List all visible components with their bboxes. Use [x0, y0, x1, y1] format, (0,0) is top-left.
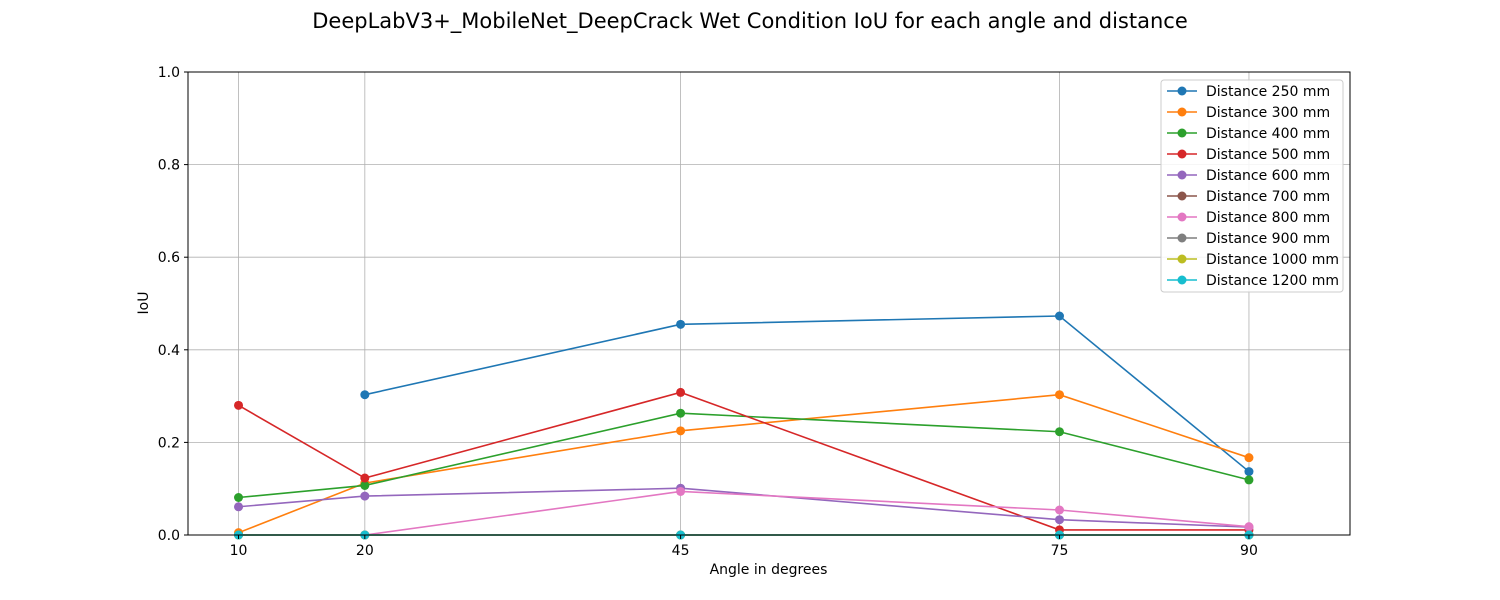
- legend-entry: Distance 250 mm: [1167, 84, 1330, 100]
- legend-label: Distance 700 mm: [1206, 189, 1330, 205]
- data-point: [234, 502, 244, 512]
- data-point: [1244, 522, 1254, 532]
- y-tick-label: 0.6: [158, 250, 180, 266]
- series-line: [238, 412, 1250, 499]
- legend-label: Distance 600 mm: [1206, 168, 1330, 184]
- data-point: [676, 486, 686, 496]
- data-point: [676, 387, 686, 397]
- legend-label: Distance 300 mm: [1206, 105, 1330, 121]
- chart-title: DeepLabV3+_MobileNet_DeepCrack Wet Condi…: [312, 9, 1188, 34]
- y-tick-label: 0.0: [158, 528, 180, 544]
- data-point: [1244, 453, 1254, 463]
- legend-swatch-marker: [1177, 191, 1187, 201]
- data-point: [360, 473, 370, 483]
- x-axis-label: Angle in degrees: [710, 562, 828, 578]
- legend-swatch-marker: [1177, 170, 1187, 180]
- y-tick-label: 0.8: [158, 158, 180, 174]
- legend-entry: Distance 1000 mm: [1167, 252, 1339, 268]
- legend-label: Distance 250 mm: [1206, 84, 1330, 100]
- x-tick-label: 20: [356, 543, 374, 559]
- y-tick-label: 0.2: [158, 435, 180, 451]
- legend-label: Distance 400 mm: [1206, 126, 1330, 142]
- series-line: [238, 391, 1249, 531]
- legend-entry: Distance 500 mm: [1167, 147, 1330, 163]
- x-tick-label: 75: [1051, 543, 1069, 559]
- axes: 10 20 45 75 90 0.0 0.2 0.4 0.6 0.8 1.0: [158, 65, 1258, 559]
- data-point: [360, 491, 370, 501]
- data-point: [360, 390, 370, 400]
- series-line: [364, 490, 1250, 536]
- legend-entry: Distance 900 mm: [1167, 231, 1330, 247]
- x-tick-label: 10: [230, 543, 248, 559]
- legend: Distance 250 mm Distance 300 mm Distance 4…: [1160, 79, 1344, 293]
- legend-label: Distance 1000 mm: [1206, 252, 1339, 268]
- data-point: [1244, 467, 1254, 477]
- legend-label: Distance 500 mm: [1206, 147, 1330, 163]
- data-point: [234, 492, 244, 502]
- legend-entry: Distance 600 mm: [1167, 168, 1330, 184]
- legend-swatch-marker: [1177, 149, 1187, 159]
- data-point: [1055, 515, 1064, 525]
- legend-swatch-marker: [1177, 212, 1187, 222]
- series-5: [234, 483, 1254, 532]
- plot-area: [187, 71, 1351, 536]
- data-point: [234, 400, 244, 410]
- data-point: [676, 408, 686, 418]
- series-7: [360, 486, 1254, 540]
- y-tick-label: 1.0: [158, 65, 180, 81]
- legend-swatch-marker: [1177, 128, 1187, 138]
- series-layer: [234, 311, 1254, 540]
- legend-entry: Distance 1200 mm: [1167, 273, 1339, 289]
- legend-entry: Distance 400 mm: [1167, 126, 1330, 142]
- legend-swatch-marker: [1177, 254, 1187, 264]
- legend-swatch-marker: [1177, 107, 1187, 117]
- legend-swatch-marker: [1177, 275, 1187, 285]
- legend-entry: Distance 800 mm: [1167, 210, 1330, 226]
- y-tick-label: 0.4: [158, 343, 180, 359]
- data-point: [676, 319, 686, 329]
- series-4: [234, 387, 1254, 535]
- data-point: [1055, 505, 1064, 515]
- data-point: [1055, 390, 1064, 400]
- series-2: [234, 390, 1254, 538]
- legend-label: Distance 900 mm: [1206, 231, 1330, 247]
- data-point: [676, 426, 686, 436]
- legend-swatch-marker: [1177, 86, 1187, 96]
- x-tick-label: 45: [672, 543, 690, 559]
- legend-entry: Distance 700 mm: [1167, 189, 1330, 205]
- series-3: [234, 408, 1254, 502]
- x-tick-label: 90: [1240, 543, 1258, 559]
- data-point: [1055, 311, 1064, 321]
- series-1: [360, 311, 1254, 477]
- legend-entry: Distance 300 mm: [1167, 105, 1330, 121]
- data-point: [360, 480, 370, 490]
- y-axis-label: IoU: [136, 292, 152, 315]
- data-point: [1055, 427, 1064, 437]
- legend-swatch-marker: [1177, 233, 1187, 243]
- legend-box: [1160, 79, 1344, 293]
- legend-label: Distance 800 mm: [1206, 210, 1330, 226]
- series-line: [364, 315, 1250, 473]
- legend-label: Distance 1200 mm: [1206, 273, 1339, 289]
- data-point: [1244, 475, 1254, 485]
